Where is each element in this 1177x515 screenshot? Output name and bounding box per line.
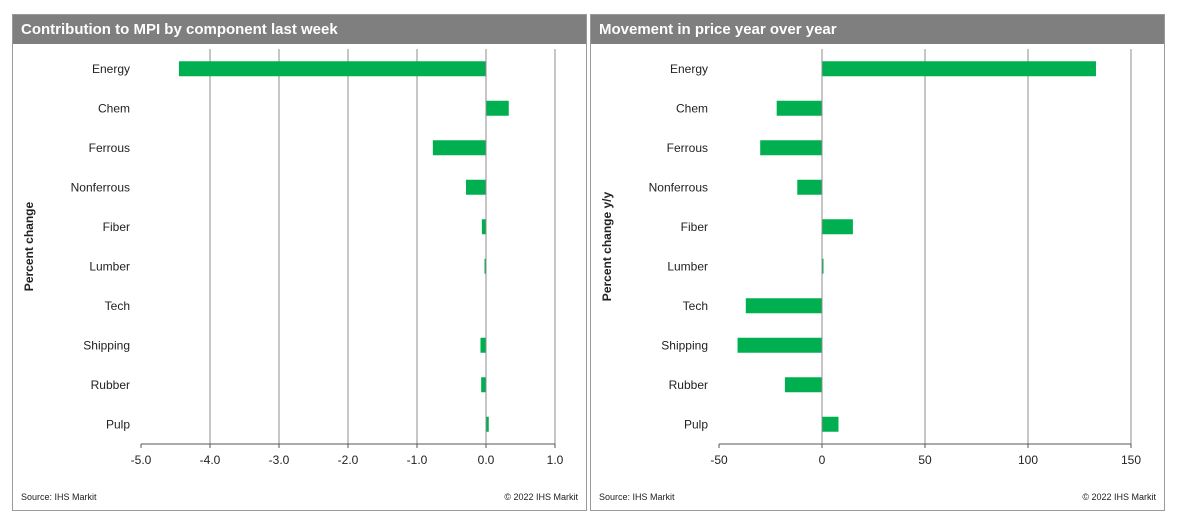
bar-shipping [480, 337, 486, 353]
copyright-note: © 2022 IHS Markit [1082, 492, 1156, 502]
x-tick-label: 100 [1018, 453, 1038, 467]
y-axis-title: Percent change y/y [600, 191, 614, 301]
category-label: Tech [683, 299, 708, 313]
bar-pulp [486, 416, 489, 432]
x-tick-label: 0.0 [478, 453, 495, 467]
category-label: Nonferrous [71, 180, 130, 194]
category-label: Ferrous [667, 141, 708, 155]
y-axis-title: Percent change [22, 201, 36, 291]
x-tick-label: -3.0 [269, 453, 290, 467]
category-label: Rubber [91, 378, 130, 392]
bar-chart-mpi-contribution: -5.0 -4.0 -3.0 -2.0 -1.0 0.0 1.0 Percent change… [22, 49, 564, 467]
x-tick-label: -4.0 [200, 453, 221, 467]
category-label: Lumber [667, 259, 708, 273]
bar-lumber [822, 258, 824, 274]
bar-fiber [481, 219, 486, 235]
source-note: Source: IHS Markit [21, 492, 97, 502]
bar-rubber [481, 377, 486, 393]
chart-footer: Source: IHS Markit © 2022 IHS Markit [21, 492, 578, 504]
chart-title: Contribution to MPI by component last we… [13, 15, 586, 44]
x-tick-label: 50 [918, 453, 932, 467]
source-note: Source: IHS Markit [599, 492, 675, 502]
category-label: Energy [92, 62, 130, 76]
bar-tech [745, 298, 822, 314]
bar-ferrous [432, 140, 486, 156]
chart-title: Movement in price year over year [591, 15, 1164, 44]
bar-chem [486, 100, 509, 116]
category-label: Lumber [89, 259, 130, 273]
bar-chem [776, 100, 822, 116]
bar-shipping [737, 337, 822, 353]
x-tick-label: 1.0 [547, 453, 564, 467]
bar-nonferrous [465, 179, 486, 195]
bar-pulp [822, 416, 839, 432]
x-tick-label: -2.0 [338, 453, 359, 467]
bar-energy [178, 61, 486, 77]
category-label: Ferrous [89, 141, 130, 155]
category-label: Shipping [83, 338, 130, 352]
chart-panel-right: Movement in price year over year -50 0 50 1… [590, 14, 1165, 511]
bar-energy [822, 61, 1096, 77]
bar-fiber [822, 219, 853, 235]
copyright-note: © 2022 IHS Markit [504, 492, 578, 502]
category-label: Chem [676, 101, 708, 115]
category-label: Fiber [681, 220, 708, 234]
chart-panel-left: Contribution to MPI by component last we… [12, 14, 587, 511]
category-label: Rubber [669, 378, 708, 392]
category-label: Pulp [106, 417, 130, 431]
chart-footer: Source: IHS Markit © 2022 IHS Markit [599, 492, 1156, 504]
bar-ferrous [760, 140, 822, 156]
x-tick-label: 150 [1121, 453, 1141, 467]
category-label: Energy [670, 62, 708, 76]
x-tick-label: -5.0 [131, 453, 152, 467]
category-label: Chem [98, 101, 130, 115]
category-label: Pulp [684, 417, 708, 431]
category-label: Shipping [661, 338, 708, 352]
category-label: Fiber [103, 220, 130, 234]
x-tick-label: -50 [710, 453, 728, 467]
bar-lumber [484, 258, 486, 274]
category-label: Tech [105, 299, 130, 313]
x-tick-label: 0 [819, 453, 826, 467]
bar-nonferrous [797, 179, 822, 195]
bar-rubber [784, 377, 822, 393]
x-tick-label: -1.0 [407, 453, 428, 467]
category-label: Nonferrous [649, 180, 708, 194]
bar-chart-price-yoy: -50 0 50 100 150 Percent change y/y Energy Chem… [600, 49, 1141, 467]
